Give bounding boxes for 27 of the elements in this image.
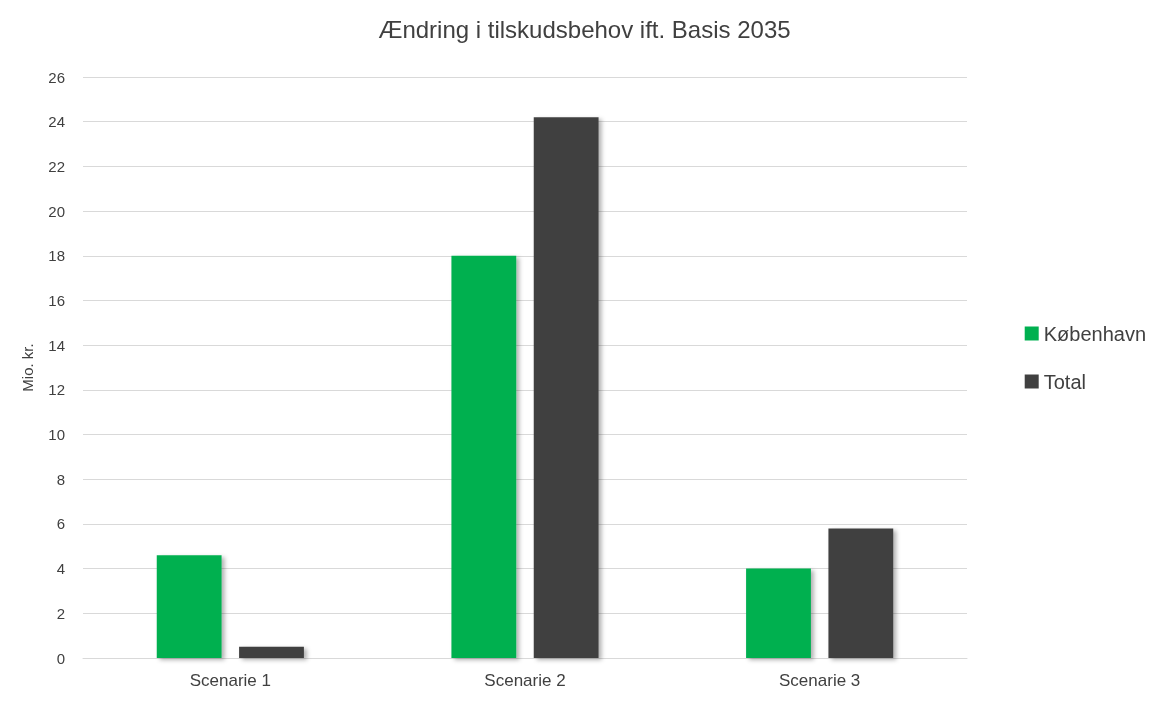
x-tick-label: Scenarie 3 xyxy=(779,671,861,690)
bar xyxy=(746,568,811,658)
bar xyxy=(451,255,517,658)
legend-label: Total xyxy=(1043,370,1086,393)
y-tick-label: 24 xyxy=(48,113,65,131)
chart-title: Ændring i tilskudsbehov ift. Basis 2035 xyxy=(378,15,791,43)
y-axis-title: Mio. kr. xyxy=(19,343,36,392)
y-tick-label: 2 xyxy=(56,604,65,622)
y-tick-label: 10 xyxy=(48,426,65,444)
bar xyxy=(533,117,599,658)
bar xyxy=(828,528,894,658)
x-tick-label: Scenarie 2 xyxy=(484,671,566,690)
y-tick-label: 26 xyxy=(48,68,65,86)
x-tick-label: Scenarie 1 xyxy=(189,671,271,690)
legend-label: København xyxy=(1043,322,1146,345)
y-tick-label: 16 xyxy=(48,291,65,309)
y-tick-label: 12 xyxy=(48,381,65,399)
y-tick-label: 8 xyxy=(56,470,65,488)
y-tick-label: 22 xyxy=(48,157,65,175)
y-tick-label: 20 xyxy=(48,202,65,220)
y-tick-label: 4 xyxy=(56,560,65,578)
y-tick-label: 14 xyxy=(48,336,65,354)
y-tick-label: 0 xyxy=(56,649,65,667)
bar xyxy=(239,646,304,658)
y-tick-label: 6 xyxy=(56,515,65,533)
y-tick-label: 18 xyxy=(48,247,65,265)
bar xyxy=(156,555,222,658)
